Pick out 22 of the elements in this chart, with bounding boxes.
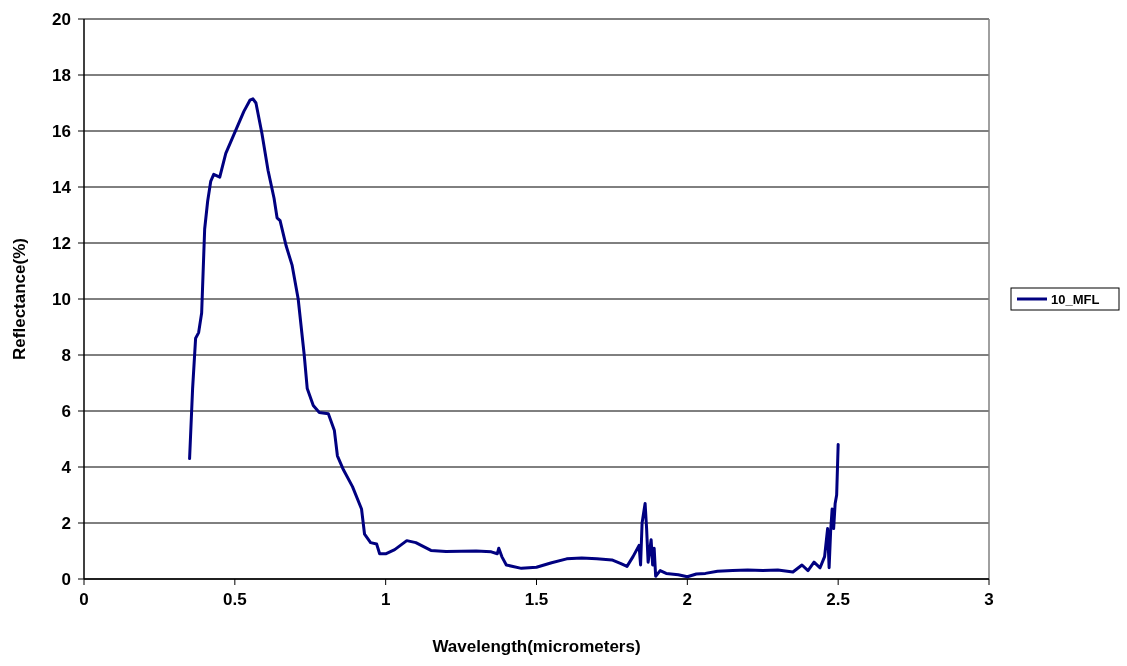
- x-tick-label: 0.5: [223, 590, 247, 609]
- line-series: [188, 97, 840, 579]
- x-tick-label: 3: [984, 590, 994, 609]
- x-axis-title: Wavelength(micrometers): [432, 637, 641, 656]
- x-tick-label: 0: [79, 590, 89, 609]
- x-tick-label: 2: [682, 590, 693, 609]
- y-tick-label: 20: [52, 10, 71, 29]
- y-tick-label: 6: [61, 402, 71, 421]
- y-tick-label: 12: [52, 234, 71, 253]
- x-tick-label: 2.5: [826, 590, 850, 609]
- x-tick-label: 1: [380, 590, 391, 609]
- y-tick-label: 10: [52, 290, 71, 309]
- y-tick-label: 4: [61, 458, 72, 477]
- y-tick-label: 0: [61, 570, 71, 589]
- y-axis-title: Reflectance(%): [10, 238, 29, 360]
- y-tick-label: 14: [52, 178, 72, 197]
- y-tick-label: 8: [61, 346, 71, 365]
- y-tick-label: 18: [52, 66, 71, 85]
- x-tick-label: 1.5: [524, 590, 549, 609]
- y-tick-label: 2: [61, 514, 71, 533]
- legend-label: 10_MFL: [1051, 292, 1100, 307]
- y-tick-label: 16: [52, 122, 71, 141]
